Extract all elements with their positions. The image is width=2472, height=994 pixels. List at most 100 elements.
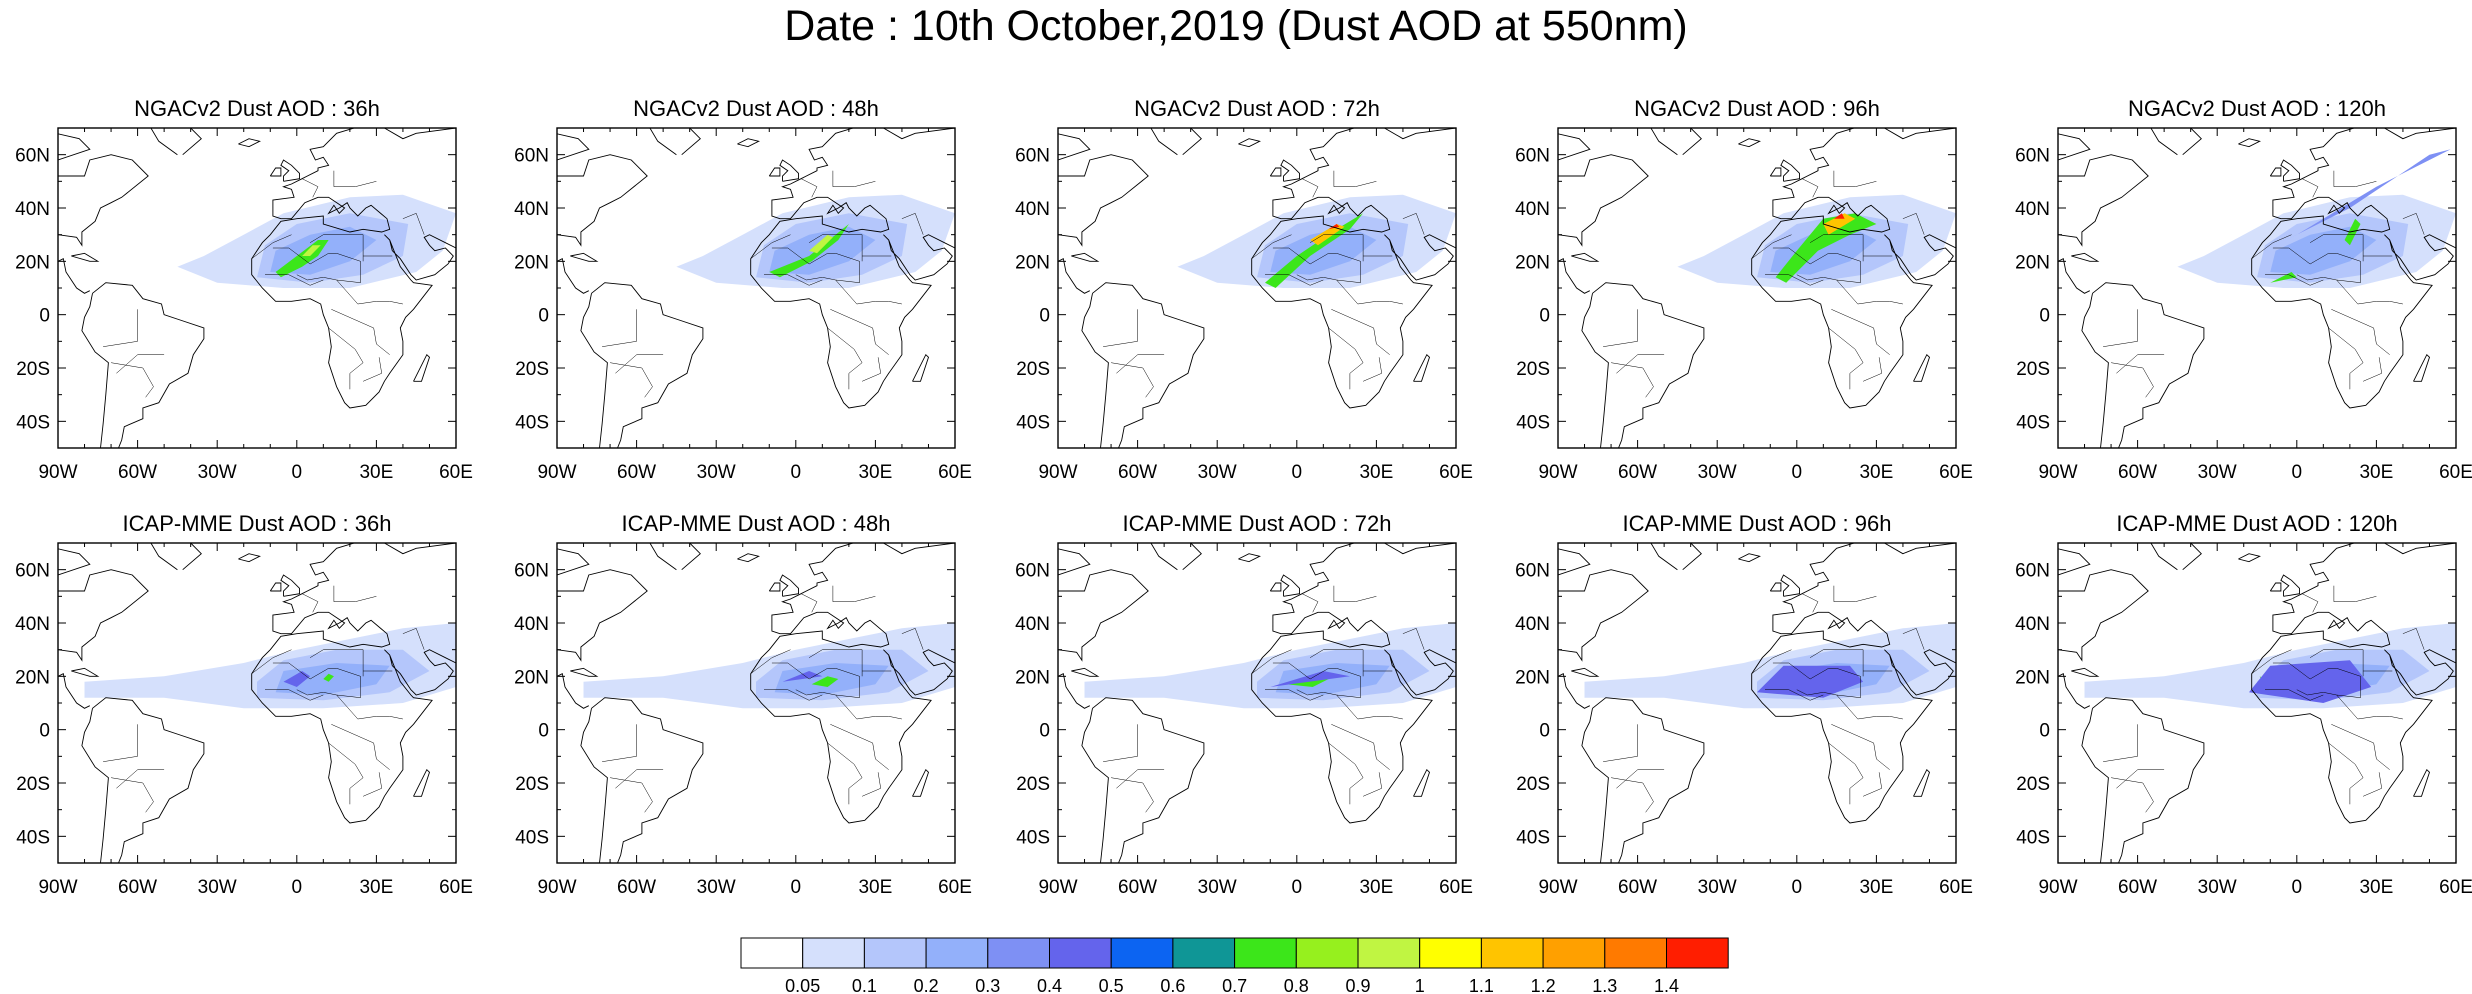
colorbar-label: 0.5	[1099, 976, 1124, 994]
map-panel: NGACv2 Dust AOD : 48h 90W 60W 30W 0 30E 60E 60N…	[514, 96, 972, 483]
coastline	[2238, 553, 2261, 563]
country-border	[1801, 593, 1819, 613]
colorbar-swatch	[1542, 937, 1606, 969]
country-border	[251, 234, 292, 259]
country-border	[309, 234, 364, 262]
coastline	[238, 138, 261, 148]
aod-hotspot	[2270, 272, 2297, 283]
colorbar-label: 1.2	[1531, 976, 1556, 994]
aod-field	[275, 663, 390, 695]
coastline	[1413, 353, 1431, 382]
country-border	[835, 279, 902, 305]
lon-tick-label: 60E	[938, 462, 972, 483]
lat-tick-label: 0	[1539, 306, 1550, 327]
colorbar-label: 1	[1415, 976, 1425, 994]
lat-tick-label: 0	[1039, 306, 1050, 327]
country-border	[1265, 689, 1324, 701]
lat-tick-label: 0	[538, 306, 549, 327]
coastline	[1780, 159, 1800, 182]
map-panel: NGACv2 Dust AOD : 36h 90W 60W 30W 0 30E 60E 60N…	[15, 96, 473, 483]
country-border	[862, 357, 881, 382]
country-border	[2265, 274, 2324, 286]
coastline	[238, 553, 261, 563]
coastline	[2251, 543, 2456, 824]
panel-title: ICAP-MME Dust AOD : 48h	[622, 511, 891, 536]
country-border	[1902, 627, 1925, 650]
coastline	[1150, 543, 1202, 571]
country-border	[1328, 327, 1364, 390]
country-border	[111, 362, 154, 398]
colorbar-swatch	[1295, 937, 1359, 969]
colorbar-swatch	[1419, 937, 1482, 969]
country-border	[1616, 769, 1665, 789]
coastline	[1738, 553, 1761, 563]
lon-tick-label: 30W	[198, 462, 237, 483]
coastline	[750, 543, 955, 824]
lon-tick-label: 60E	[2439, 877, 2472, 898]
lat-tick-label: 40N	[15, 614, 50, 635]
country-border	[1116, 354, 1165, 374]
coastline	[2071, 667, 2100, 677]
lon-tick-label: 60E	[1439, 877, 1473, 898]
lat-tick-label: 20S	[2016, 359, 2050, 380]
country-border	[2272, 247, 2361, 283]
country-border	[328, 742, 364, 805]
map-panel: ICAP-MME Dust AOD : 36h 90W 60W 30W 0 30E 60E 6…	[15, 511, 473, 898]
coastline	[251, 543, 456, 824]
country-border	[2333, 585, 2377, 602]
aod-hotspot	[809, 234, 833, 254]
lon-tick-label: 60W	[1118, 462, 1157, 483]
map-panel: ICAP-MME Dust AOD : 48h 90W 60W 30W 0 30E 60E 6…	[514, 511, 972, 898]
lat-tick-label: 40S	[1016, 827, 1050, 848]
coastline	[1780, 574, 1800, 597]
coastline	[81, 697, 205, 863]
panel-title: NGACv2 Dust AOD : 120h	[2128, 96, 2386, 121]
aod-hotspot	[1775, 213, 1877, 283]
colorbar-swatch	[1604, 937, 1668, 969]
country-border	[333, 170, 377, 187]
country-border	[750, 234, 791, 259]
lon-tick-label: 30E	[1859, 877, 1893, 898]
colorbar-swatch	[1666, 937, 1729, 969]
colorbar-label: 0.6	[1160, 976, 1185, 994]
lat-tick-label: 0	[39, 721, 50, 742]
lon-tick-label: 30E	[1859, 462, 1893, 483]
country-border	[251, 649, 292, 674]
lon-tick-label: 60E	[439, 462, 473, 483]
lon-tick-label: 60E	[1939, 877, 1973, 898]
lat-tick-label: 0	[2039, 721, 2050, 742]
country-border	[764, 689, 823, 701]
coastline	[1571, 667, 1600, 677]
colorbar-swatch	[1110, 937, 1174, 969]
lat-tick-label: 20N	[1515, 252, 1550, 273]
country-border	[402, 212, 425, 235]
lon-tick-label: 30E	[359, 877, 393, 898]
country-border	[1251, 234, 1292, 259]
country-border	[1611, 362, 1654, 398]
country-border	[750, 649, 791, 674]
lon-tick-label: 60W	[118, 877, 157, 898]
lon-tick-label: 90W	[38, 462, 77, 483]
lon-tick-label: 90W	[537, 877, 576, 898]
coastline	[1251, 543, 1456, 824]
country-border	[1272, 662, 1361, 698]
coastline	[1269, 167, 1282, 177]
aod-hotspot	[1265, 213, 1364, 288]
country-border	[610, 362, 653, 398]
lon-tick-label: 30E	[1359, 462, 1393, 483]
lon-tick-label: 30W	[198, 877, 237, 898]
map-panel: ICAP-MME Dust AOD : 72h 90W 60W 30W 0 30E 60E 6…	[1015, 511, 1473, 898]
aod-hotspot	[2243, 149, 2451, 262]
lat-tick-label: 20S	[2016, 774, 2050, 795]
country-border	[2116, 769, 2165, 789]
lon-tick-label: 60W	[2118, 877, 2157, 898]
coastline	[1913, 353, 1931, 382]
coastline	[1251, 128, 1456, 409]
aod-hotspot	[2249, 660, 2372, 703]
coastline	[2413, 353, 2431, 382]
lon-tick-label: 30W	[1698, 462, 1737, 483]
country-border	[1863, 357, 1882, 382]
country-border	[832, 170, 876, 187]
coastline	[1081, 282, 1205, 448]
colorbar-label: 0.1	[852, 976, 877, 994]
